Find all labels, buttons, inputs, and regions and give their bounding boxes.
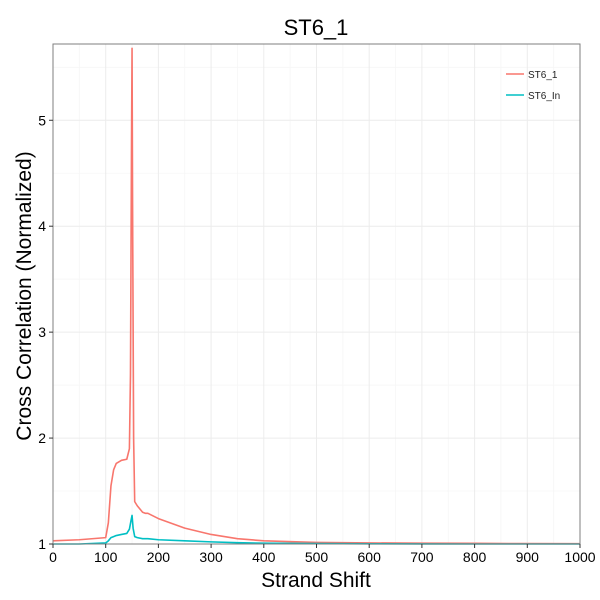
- grid: [52, 44, 581, 545]
- y-tick-label: 4: [38, 218, 46, 234]
- x-tick-label: 600: [358, 549, 382, 565]
- legend-label-st6-1: ST6_1: [528, 70, 558, 81]
- x-tick-label: 200: [147, 549, 171, 565]
- x-tick-label: 300: [199, 549, 223, 565]
- x-tick-label: 1000: [564, 549, 595, 565]
- x-tick-label: 800: [463, 549, 487, 565]
- legend: ST6_1 ST6_In: [506, 70, 560, 102]
- y-tick-label: 1: [38, 536, 46, 552]
- x-axis-title: Strand Shift: [261, 569, 371, 592]
- y-tick-label: 2: [38, 430, 46, 446]
- x-tick-label: 900: [516, 549, 540, 565]
- x-tick-label: 700: [410, 549, 434, 565]
- x-tick-label: 100: [94, 549, 118, 565]
- chart-title: ST6_1: [284, 15, 349, 40]
- x-tick-label: 500: [305, 549, 329, 565]
- legend-label-st6-in: ST6_In: [528, 91, 560, 102]
- series-line-st6-1: [52, 47, 581, 545]
- y-tick-label: 5: [38, 112, 46, 128]
- axis-ticks: 0 100 200 300 400 500 600 700 800 900 1000 1 2 3 4 5: [38, 112, 596, 565]
- y-axis-title: Cross Correlation (Normalized): [13, 151, 36, 440]
- x-tick-label: 0: [49, 549, 57, 565]
- y-tick-label: 3: [38, 324, 46, 340]
- x-tick-label: 400: [252, 549, 276, 565]
